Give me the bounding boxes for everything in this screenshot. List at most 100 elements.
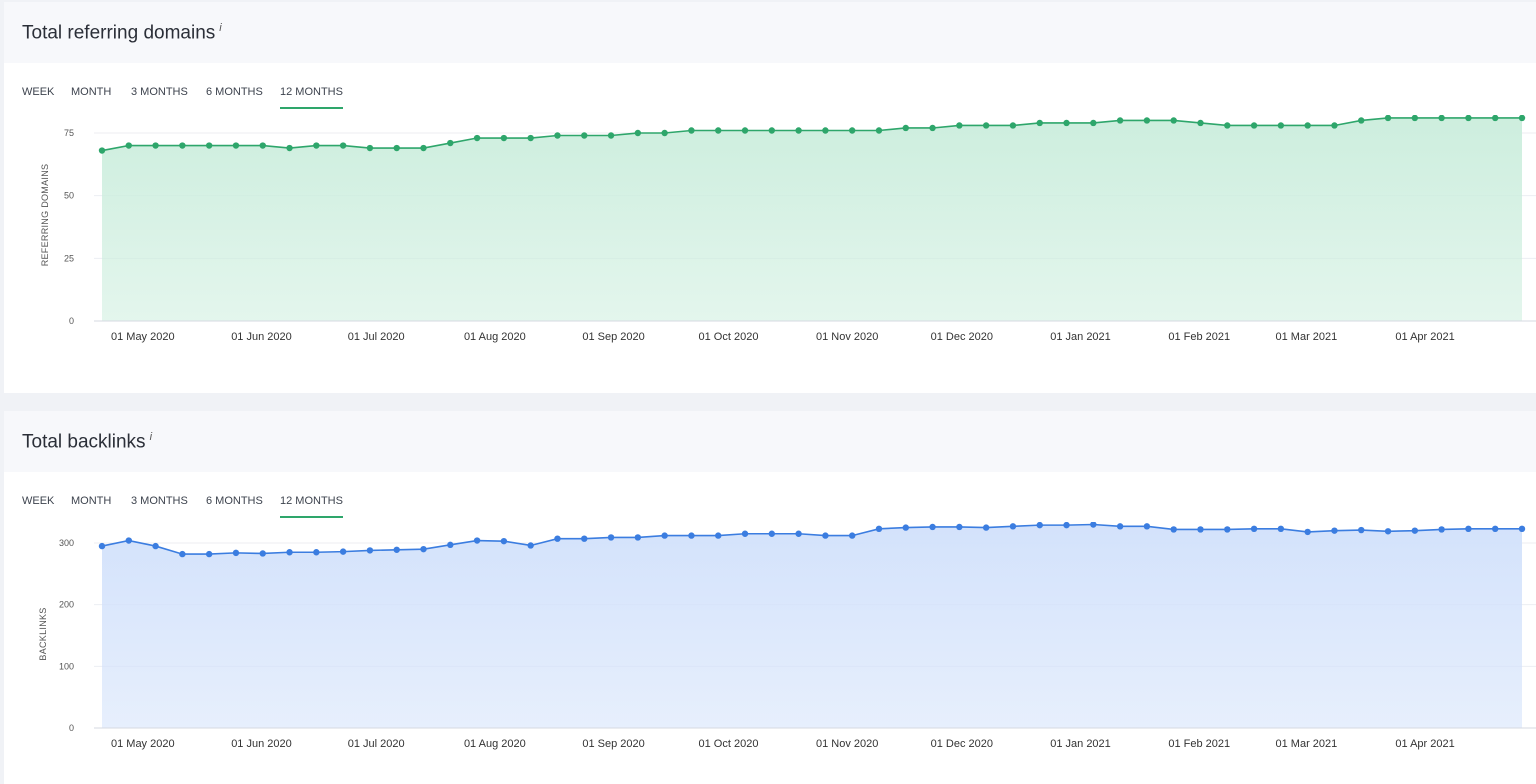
tab-3-months[interactable]: 3 MONTHS — [131, 86, 188, 98]
info-icon[interactable]: i — [149, 431, 153, 443]
tab-month[interactable]: MONTH — [71, 86, 112, 98]
data-point[interactable] — [179, 550, 186, 558]
info-icon[interactable]: i — [219, 22, 222, 34]
data-point[interactable] — [1304, 528, 1311, 536]
data-point[interactable] — [1411, 527, 1419, 534]
data-point[interactable] — [1331, 527, 1338, 534]
data-point[interactable] — [527, 134, 534, 142]
data-point[interactable] — [366, 144, 374, 152]
data-point[interactable] — [1090, 119, 1097, 127]
data-point[interactable] — [1170, 526, 1177, 533]
data-point[interactable] — [1197, 526, 1204, 533]
data-point[interactable] — [607, 534, 615, 541]
data-point[interactable] — [366, 547, 374, 554]
tab-week[interactable]: WEEK — [22, 86, 55, 98]
data-point[interactable] — [1090, 522, 1097, 528]
data-point[interactable] — [447, 541, 454, 549]
tab-month[interactable]: MONTH — [71, 495, 112, 507]
data-point[interactable] — [179, 142, 186, 149]
data-point[interactable] — [1492, 525, 1499, 533]
data-point[interactable] — [393, 546, 400, 553]
data-point[interactable] — [1518, 115, 1526, 122]
data-point[interactable] — [1411, 115, 1419, 122]
data-point[interactable] — [473, 537, 481, 544]
data-point[interactable] — [661, 532, 668, 539]
data-point[interactable] — [1438, 526, 1445, 533]
data-point[interactable] — [1116, 523, 1124, 530]
data-point[interactable] — [1143, 523, 1151, 530]
data-point[interactable] — [98, 542, 106, 550]
data-point[interactable] — [500, 134, 508, 142]
data-point[interactable] — [232, 549, 240, 557]
data-point[interactable] — [527, 542, 534, 549]
data-point[interactable] — [929, 523, 936, 531]
data-point[interactable] — [848, 532, 856, 539]
data-point[interactable] — [1036, 522, 1043, 529]
data-point[interactable] — [982, 524, 990, 531]
data-point[interactable] — [259, 142, 266, 149]
data-point[interactable] — [125, 142, 132, 149]
data-point[interactable] — [259, 550, 266, 557]
data-point[interactable] — [1304, 122, 1311, 129]
data-point[interactable] — [447, 139, 454, 147]
data-point[interactable] — [607, 132, 615, 139]
data-point[interactable] — [634, 534, 642, 541]
data-point[interactable] — [313, 549, 320, 556]
data-point[interactable] — [1116, 117, 1124, 124]
data-point[interactable] — [1250, 122, 1258, 129]
data-point[interactable] — [339, 142, 347, 149]
data-point[interactable] — [795, 127, 802, 134]
data-point[interactable] — [286, 549, 293, 556]
data-point[interactable] — [554, 132, 561, 139]
data-point[interactable] — [554, 535, 561, 542]
data-point[interactable] — [152, 542, 159, 550]
data-point[interactable] — [1358, 526, 1365, 534]
data-point[interactable] — [473, 134, 481, 142]
tab-12-months[interactable]: 12 MONTHS — [280, 86, 343, 109]
tab-12-months[interactable]: 12 MONTHS — [280, 495, 343, 518]
data-point[interactable] — [1358, 117, 1365, 124]
data-point[interactable] — [768, 127, 776, 134]
data-point[interactable] — [1465, 115, 1472, 122]
data-point[interactable] — [1518, 525, 1526, 533]
data-point[interactable] — [1036, 119, 1043, 127]
data-point[interactable] — [205, 142, 213, 149]
data-point[interactable] — [339, 548, 347, 555]
data-point[interactable] — [688, 532, 695, 539]
data-point[interactable] — [1224, 526, 1231, 533]
data-point[interactable] — [875, 127, 883, 134]
data-point[interactable] — [1384, 528, 1392, 535]
data-point[interactable] — [1009, 122, 1017, 129]
data-point[interactable] — [795, 530, 802, 537]
data-point[interactable] — [1250, 525, 1258, 533]
data-point[interactable] — [715, 127, 722, 134]
data-point[interactable] — [1277, 122, 1285, 129]
data-point[interactable] — [1331, 122, 1338, 129]
data-point[interactable] — [286, 144, 293, 152]
data-point[interactable] — [1465, 525, 1472, 533]
data-point[interactable] — [1063, 522, 1070, 529]
data-point[interactable] — [1438, 115, 1445, 122]
data-point[interactable] — [1492, 115, 1499, 122]
data-point[interactable] — [956, 523, 963, 531]
data-point[interactable] — [768, 530, 776, 537]
data-point[interactable] — [956, 122, 963, 129]
data-point[interactable] — [741, 530, 749, 537]
data-point[interactable] — [232, 142, 240, 149]
data-point[interactable] — [500, 537, 508, 545]
data-point[interactable] — [125, 537, 132, 544]
data-point[interactable] — [902, 524, 909, 531]
data-point[interactable] — [313, 142, 320, 149]
data-point[interactable] — [1224, 122, 1231, 129]
data-point[interactable] — [929, 124, 936, 132]
data-point[interactable] — [741, 127, 749, 134]
data-point[interactable] — [848, 127, 856, 134]
data-point[interactable] — [822, 532, 829, 539]
data-point[interactable] — [1277, 525, 1285, 533]
tab-3-months[interactable]: 3 MONTHS — [131, 495, 188, 507]
data-point[interactable] — [902, 124, 909, 132]
data-point[interactable] — [715, 532, 722, 539]
data-point[interactable] — [98, 147, 106, 154]
data-point[interactable] — [581, 132, 588, 139]
data-point[interactable] — [205, 550, 213, 558]
